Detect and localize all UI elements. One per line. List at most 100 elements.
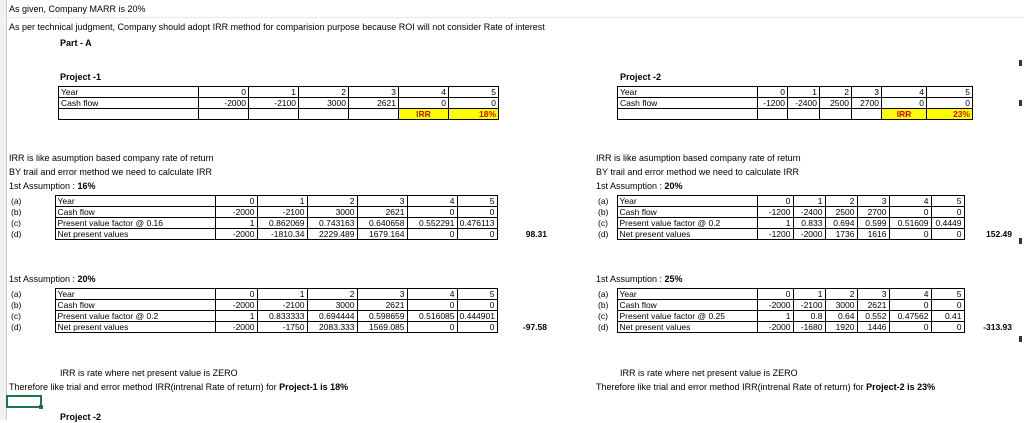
cell[interactable] xyxy=(58,108,199,120)
row-label[interactable]: Net present values xyxy=(54,321,216,333)
npv-total[interactable]: 152.49 xyxy=(986,229,1012,239)
cell[interactable]: -2000 xyxy=(756,299,794,311)
cell[interactable]: 2 xyxy=(306,195,358,207)
cell[interactable] xyxy=(198,108,249,120)
row-label[interactable]: Year xyxy=(54,288,216,300)
cell[interactable]: 0 xyxy=(888,321,932,333)
cell[interactable]: 0.64 xyxy=(824,310,858,322)
cell[interactable]: 5 xyxy=(926,86,973,98)
cell[interactable]: 4 xyxy=(398,86,449,98)
cell[interactable]: 0 xyxy=(456,206,498,218)
cell[interactable]: -2000 xyxy=(214,299,258,311)
cell[interactable]: 3 xyxy=(856,195,890,207)
cell[interactable]: 3 xyxy=(356,288,408,300)
cell[interactable]: 1920 xyxy=(824,321,858,333)
cell[interactable] xyxy=(298,108,349,120)
cell[interactable]: 0 xyxy=(926,97,973,109)
cell[interactable]: 0.51609 xyxy=(888,217,932,229)
cell[interactable]: -2000 xyxy=(756,321,794,333)
cell[interactable]: 0 xyxy=(881,97,927,109)
cell[interactable]: 0.476113 xyxy=(456,217,498,229)
cell[interactable]: 0 xyxy=(456,299,498,311)
cell[interactable]: -2100 xyxy=(256,299,308,311)
cell[interactable]: 0.552 xyxy=(856,310,890,322)
cell[interactable]: 2500 xyxy=(819,97,852,109)
cell[interactable]: 0.41 xyxy=(930,310,965,322)
cell[interactable]: 2 xyxy=(819,86,852,98)
cell[interactable]: 2621 xyxy=(356,299,408,311)
cell[interactable]: 0 xyxy=(930,321,965,333)
cell[interactable]: 2621 xyxy=(348,97,399,109)
cell[interactable]: 4 xyxy=(406,288,458,300)
cell[interactable]: 1569.085 xyxy=(356,321,408,333)
cell[interactable]: -1200 xyxy=(756,206,794,218)
cell[interactable]: 1736 xyxy=(824,228,858,240)
cell[interactable]: 0.598659 xyxy=(356,310,408,322)
irr-label[interactable]: IRR xyxy=(881,108,927,120)
cell[interactable]: 1 xyxy=(792,288,826,300)
cell[interactable]: 1 xyxy=(256,288,308,300)
cashflow-label[interactable]: Cash flow xyxy=(617,97,758,109)
cell[interactable]: 0.694 xyxy=(824,217,858,229)
cell[interactable]: 0 xyxy=(888,228,932,240)
cell[interactable]: 5 xyxy=(448,86,499,98)
cell[interactable]: 2700 xyxy=(851,97,882,109)
row-label[interactable]: Year xyxy=(616,195,758,207)
cell[interactable]: 3 xyxy=(348,86,399,98)
cell[interactable]: 1 xyxy=(756,217,794,229)
cell[interactable]: 0 xyxy=(398,97,449,109)
cell[interactable]: 0.862069 xyxy=(256,217,308,229)
cell[interactable]: -2100 xyxy=(248,97,299,109)
row-label[interactable]: Present value factor @ 0.16 xyxy=(54,217,216,229)
cell[interactable]: 2 xyxy=(824,288,858,300)
cell[interactable]: -1680 xyxy=(792,321,826,333)
cell[interactable]: 2 xyxy=(298,86,349,98)
cell[interactable]: 4 xyxy=(888,288,932,300)
cell[interactable]: 0.833 xyxy=(792,217,826,229)
cell[interactable]: 0 xyxy=(756,195,794,207)
active-cell[interactable] xyxy=(6,395,42,408)
cell[interactable]: 2700 xyxy=(856,206,890,218)
cell[interactable] xyxy=(248,108,299,120)
cell[interactable]: 0 xyxy=(214,288,258,300)
cell[interactable]: -2100 xyxy=(256,206,308,218)
cell[interactable]: 0.833333 xyxy=(256,310,308,322)
cell[interactable]: 1446 xyxy=(856,321,890,333)
cell[interactable]: 1679.164 xyxy=(356,228,408,240)
cell[interactable]: 0.743163 xyxy=(306,217,358,229)
cell[interactable] xyxy=(757,108,788,120)
irr-value[interactable]: 18% xyxy=(448,108,499,120)
irr-label[interactable]: IRR xyxy=(398,108,449,120)
cell[interactable]: 0 xyxy=(214,195,258,207)
cell[interactable]: -1200 xyxy=(757,97,788,109)
cell[interactable]: 0.599 xyxy=(856,217,890,229)
cell[interactable]: 1 xyxy=(214,217,258,229)
cell[interactable]: -1810.34 xyxy=(256,228,308,240)
cell[interactable]: 5 xyxy=(456,288,498,300)
cell[interactable]: 0 xyxy=(756,288,794,300)
cell[interactable]: 0 xyxy=(198,86,249,98)
year-label[interactable]: Year xyxy=(58,86,199,98)
cell[interactable]: 0 xyxy=(888,299,932,311)
cell[interactable]: 3 xyxy=(356,195,408,207)
cashflow-label[interactable]: Cash flow xyxy=(58,97,199,109)
row-label[interactable]: Cash flow xyxy=(616,206,758,218)
cell[interactable]: 1 xyxy=(214,310,258,322)
cell[interactable] xyxy=(348,108,399,120)
cell[interactable]: -2000 xyxy=(214,206,258,218)
cell[interactable]: 5 xyxy=(930,195,965,207)
cell[interactable]: 0 xyxy=(888,206,932,218)
cell[interactable]: -1750 xyxy=(256,321,308,333)
cell[interactable]: 0 xyxy=(448,97,499,109)
cell[interactable]: 2621 xyxy=(856,299,890,311)
cell[interactable]: 0 xyxy=(456,321,498,333)
row-label[interactable]: Year xyxy=(54,195,216,207)
cell[interactable]: 1 xyxy=(756,310,794,322)
cell[interactable] xyxy=(851,108,882,120)
fill-handle[interactable] xyxy=(39,405,43,409)
cell[interactable] xyxy=(617,108,758,120)
year-label[interactable]: Year xyxy=(617,86,758,98)
cell[interactable]: -2400 xyxy=(792,206,826,218)
cell[interactable]: -2000 xyxy=(198,97,249,109)
cell[interactable]: 0 xyxy=(930,206,965,218)
